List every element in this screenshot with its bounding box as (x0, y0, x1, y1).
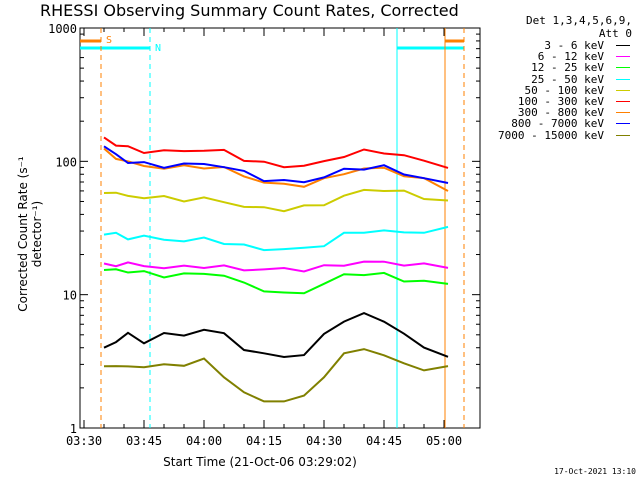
legend-entry-label: 300 - 800 keV (517, 106, 604, 120)
legend-entry: 300 - 800 keV (470, 107, 632, 118)
legend-entry-label: 50 - 100 keV (524, 83, 604, 97)
legend-entry: 7000 - 15000 keV (470, 128, 632, 142)
series-line-6-12-kev (103, 260, 449, 273)
legend-entry-label: 3 - 6 keV (544, 39, 604, 52)
legend-entry-label: 7000 - 15000 keV (498, 128, 604, 142)
legend-entry: 100 - 300 keV (470, 96, 632, 107)
legend-entry-label: 800 - 7000 keV (511, 117, 604, 131)
legend-swatch (616, 100, 630, 102)
y-axis-label: Corrected Count Rate (s⁻¹ detector⁻¹) (16, 156, 44, 312)
legend-entry: 6 - 12 keV (470, 51, 632, 62)
legend-swatch (616, 112, 630, 114)
footer-timestamp: 17-Oct-2021 13:10 (554, 467, 636, 476)
legend-header-1: Det 1,3,4,5,6,9, (526, 14, 632, 27)
legend-swatch (616, 134, 630, 136)
chart-legend: Det 1,3,4,5,6,9, Att 0 3 - 6 keV 6 - 12 k… (470, 14, 632, 141)
legend-entry: 25 - 50 keV (470, 72, 632, 86)
y-tick-label: 1 (70, 422, 77, 436)
legend-swatch (616, 45, 630, 46)
saa-label: S (106, 35, 112, 46)
series-line-12-25-kev (103, 268, 449, 295)
legend-entry: 800 - 7000 keV (470, 117, 632, 131)
series-line-25-50-kev (103, 225, 449, 252)
series-line-800-7000-kev (103, 145, 449, 184)
legend-entry: 50 - 100 keV (470, 85, 632, 96)
legend-swatch (616, 78, 630, 80)
legend-entry-label: 25 - 50 keV (531, 72, 604, 86)
legend-entry-label: 6 - 12 keV (537, 50, 604, 64)
series-line-3-6-kev (103, 312, 449, 359)
legend-entry: 3 - 6 keV (470, 40, 632, 51)
series-line-300-800-kev (103, 147, 449, 192)
x-tick-label: 03:45 (126, 434, 162, 448)
x-tick-label: 04:00 (186, 434, 222, 448)
legend-swatch (616, 67, 630, 69)
x-axis-label: Start Time (21-Oct-06 03:29:02) (163, 455, 357, 469)
x-tick-label: 04:30 (306, 434, 342, 448)
x-tick-label: 05:00 (426, 434, 462, 448)
x-tick-label: 04:45 (366, 434, 402, 448)
series-line-7000-15000-kev (103, 348, 449, 403)
chart-title: RHESSI Observing Summary Count Rates, Co… (40, 1, 459, 20)
y-tick-label: 1000 (48, 22, 77, 36)
plot-frame (79, 27, 481, 429)
series-line-100-300-kev (103, 136, 449, 169)
y-tick-label: 10 (63, 289, 77, 303)
legend-entry-label: 100 - 300 keV (517, 94, 604, 108)
legend-entry-label: 12 - 25 keV (531, 61, 604, 75)
x-tick-label: 04:15 (246, 434, 282, 448)
legend-swatch (616, 123, 630, 125)
x-tick-label: 03:30 (66, 434, 102, 448)
legend-swatch (616, 89, 630, 91)
legend-swatch (616, 56, 630, 58)
night-label: N (155, 43, 161, 54)
y-tick-label: 100 (55, 155, 77, 169)
legend-entry: 12 - 25 keV (470, 61, 632, 75)
legend-header-2: Att 0 (598, 27, 632, 40)
series-line-50-100-kev (103, 188, 449, 213)
